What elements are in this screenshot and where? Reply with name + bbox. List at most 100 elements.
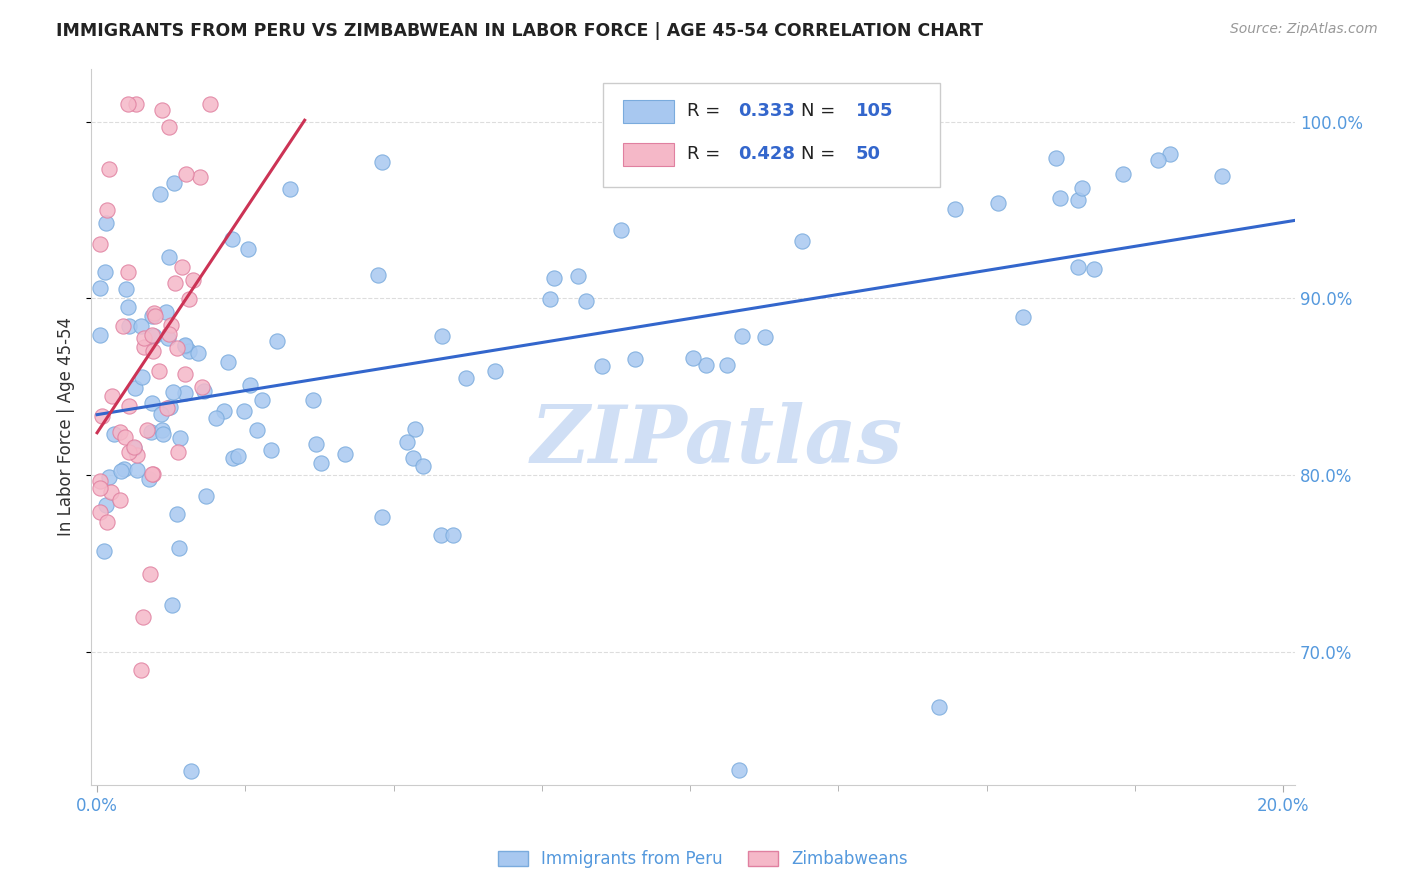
Point (114, 430, 136, 444)
Point (141, 396, 163, 410)
Point (142, 467, 165, 482)
Point (89, 505, 111, 519)
Point (127, 448, 149, 462)
Point (157, 250, 180, 264)
Point (160, 318, 183, 333)
Point (402, 451, 425, 466)
Point (744, 161, 766, 175)
Point (456, 370, 478, 384)
Point (173, 367, 195, 381)
Point (169, 431, 191, 445)
Point (176, 167, 198, 181)
Point (166, 341, 188, 355)
Bar (623, 143, 673, 166)
Point (163, 176, 186, 190)
Point (1067, 260, 1090, 275)
Point (89, 281, 111, 295)
Point (188, 170, 211, 185)
Point (141, 467, 163, 481)
Point (148, 364, 170, 378)
Point (790, 234, 813, 248)
Point (141, 327, 163, 342)
Point (1071, 181, 1094, 195)
Point (212, 403, 235, 417)
Point (217, 355, 239, 369)
Point (162, 385, 184, 400)
Point (143, 309, 166, 323)
Point (987, 196, 1010, 211)
Point (139, 566, 162, 581)
Point (141, 309, 163, 323)
Point (103, 427, 125, 442)
Point (96, 516, 118, 530)
Point (716, 358, 738, 372)
Point (167, 444, 190, 458)
Point (118, 444, 141, 458)
Point (198, 96, 221, 111)
Point (163, 276, 186, 290)
Point (132, 330, 155, 344)
Point (1049, 191, 1071, 205)
Point (143, 329, 166, 343)
Point (928, 699, 950, 714)
Point (117, 265, 139, 279)
Point (1112, 167, 1135, 181)
Point (1159, 147, 1181, 161)
Point (1083, 262, 1105, 277)
Point (187, 346, 209, 360)
Point (89, 327, 111, 342)
Point (89, 474, 111, 488)
Point (575, 294, 598, 309)
Point (221, 231, 243, 245)
Point (246, 423, 269, 437)
Point (149, 187, 172, 202)
Point (117, 96, 139, 111)
Text: N =: N = (801, 103, 841, 120)
Point (129, 319, 152, 334)
Text: 0.428: 0.428 (738, 145, 794, 163)
Point (591, 359, 613, 373)
Point (1146, 153, 1168, 168)
Point (160, 598, 183, 612)
Point (238, 378, 260, 392)
Point (125, 96, 148, 111)
Point (370, 154, 392, 169)
Point (97, 470, 120, 484)
Point (100, 485, 122, 500)
Point (404, 422, 426, 436)
Point (177, 343, 200, 358)
Point (142, 306, 165, 320)
Point (117, 399, 139, 413)
Text: IMMIGRANTS FROM PERU VS ZIMBABWEAN IN LABOR FORCE | AGE 45-54 CORRELATION CHART: IMMIGRANTS FROM PERU VS ZIMBABWEAN IN LA… (56, 22, 983, 40)
Point (441, 528, 464, 542)
Point (543, 270, 565, 285)
Point (94, 216, 117, 230)
Point (682, 351, 704, 365)
Point (174, 338, 197, 352)
Point (191, 380, 214, 394)
Point (174, 385, 197, 400)
Text: ZIPatlas: ZIPatlas (531, 402, 903, 480)
Point (114, 282, 136, 296)
Point (754, 330, 776, 344)
Point (222, 450, 245, 465)
Point (89, 237, 111, 252)
Point (89, 481, 111, 495)
Point (96, 202, 118, 217)
Point (193, 384, 215, 399)
Point (127, 463, 149, 477)
Point (91, 409, 114, 423)
Point (1067, 193, 1090, 207)
Point (111, 318, 134, 333)
Point (484, 364, 506, 378)
Point (138, 472, 160, 486)
Text: 50: 50 (856, 145, 880, 163)
Point (367, 268, 389, 282)
Point (169, 541, 191, 556)
Point (260, 442, 283, 457)
Point (232, 404, 254, 418)
FancyBboxPatch shape (603, 83, 939, 186)
Point (194, 489, 217, 503)
Point (122, 442, 145, 456)
Point (98, 162, 121, 177)
